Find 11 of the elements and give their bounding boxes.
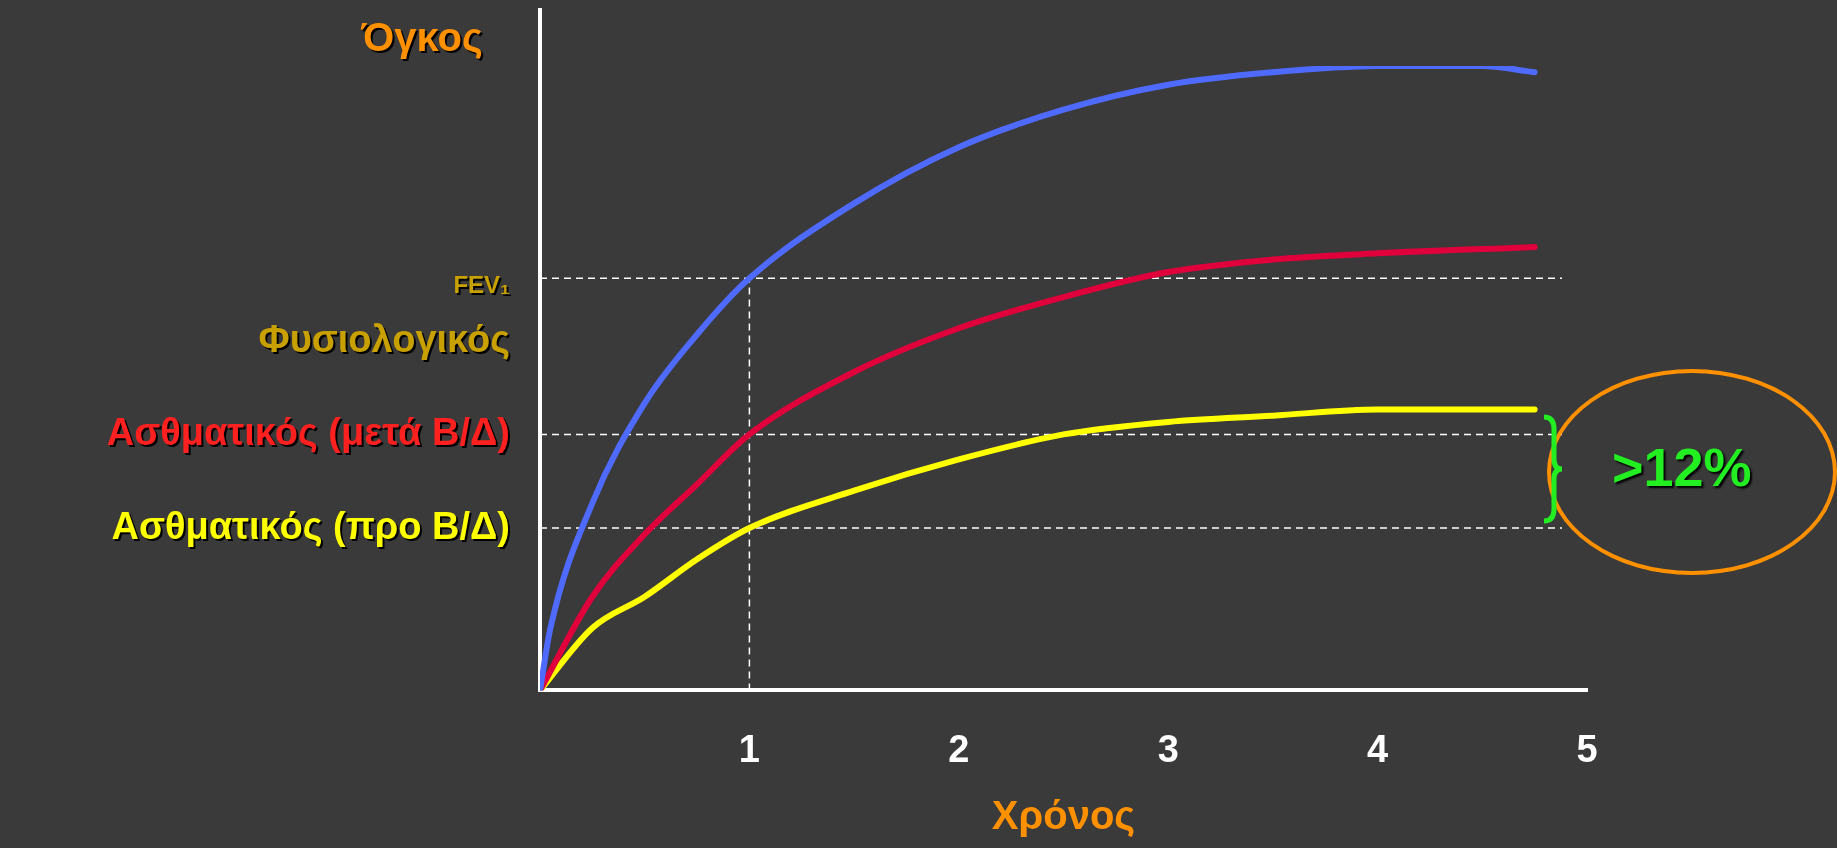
x-tick-label: 2: [948, 727, 970, 770]
ref-line-label: Ασθματικός (μετά Β/Δ): [108, 412, 512, 455]
y-axis-title: Όγκος: [362, 17, 485, 63]
ref-line-label: Ασθματικός (προ Β/Δ): [113, 506, 512, 549]
text: >12%: [1612, 436, 1752, 498]
x-tick-label: 5: [1576, 727, 1598, 770]
x-tick-label: 4: [1367, 727, 1389, 770]
x-axis-title: Χρόνος: [991, 793, 1136, 839]
ref-line-label: FEV₁ Φυσιολογικός: [260, 270, 512, 362]
x-tick-label: 3: [1157, 727, 1179, 770]
x-tick-label: 1: [738, 727, 760, 770]
